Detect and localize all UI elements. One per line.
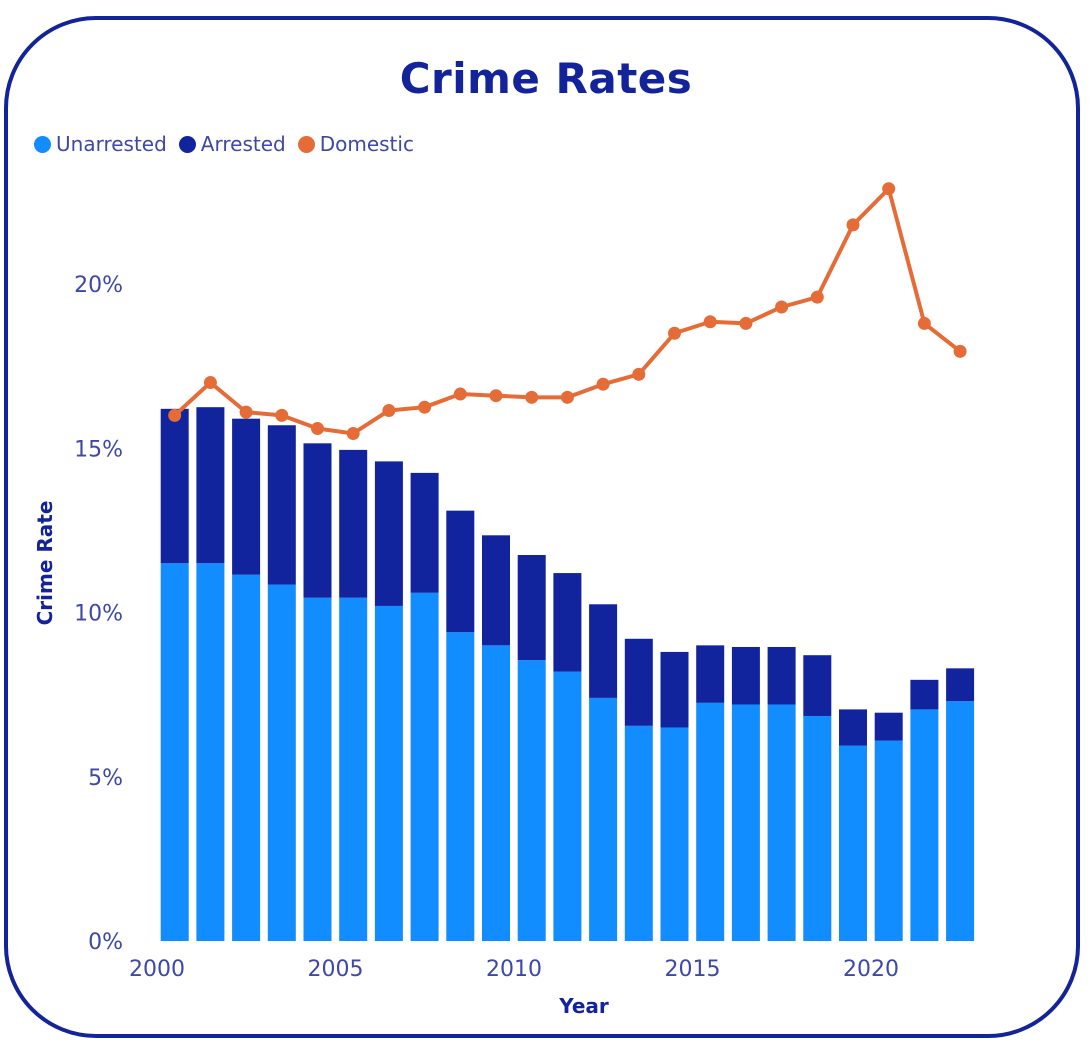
legend-label-arrested: Arrested: [200, 132, 286, 156]
legend-item-unarrested[interactable]: Unarrested: [34, 132, 167, 156]
bar-unarrested-2012[interactable]: [553, 671, 582, 941]
bar-arrested-2023[interactable]: [946, 668, 975, 702]
point-domestic-2010[interactable]: [489, 389, 503, 403]
bar-arrested-2006[interactable]: [339, 449, 368, 598]
bar-arrested-2009[interactable]: [446, 510, 475, 633]
legend: Unarrested Arrested Domestic: [34, 132, 426, 156]
point-domestic-2003[interactable]: [239, 405, 253, 419]
point-domestic-2002[interactable]: [203, 376, 217, 390]
bar-unarrested-2018[interactable]: [767, 704, 796, 941]
bar-arrested-2021[interactable]: [874, 712, 903, 741]
point-domestic-2019[interactable]: [810, 290, 824, 304]
bar-arrested-2022[interactable]: [910, 679, 939, 710]
y-tick-label: 15%: [74, 437, 123, 462]
bar-arrested-2015[interactable]: [660, 651, 689, 728]
chart-title: Crime Rates: [399, 54, 693, 103]
point-domestic-2001[interactable]: [168, 408, 182, 422]
point-domestic-2011[interactable]: [525, 390, 539, 404]
bar-unarrested-2021[interactable]: [874, 740, 903, 941]
point-domestic-2012[interactable]: [560, 390, 574, 404]
bar-unarrested-2008[interactable]: [410, 592, 439, 941]
bar-unarrested-2001[interactable]: [160, 563, 189, 941]
point-domestic-2023[interactable]: [953, 344, 967, 358]
point-domestic-2006[interactable]: [346, 426, 360, 440]
x-tick-label: 2005: [308, 957, 364, 982]
bar-arrested-2003[interactable]: [232, 418, 261, 575]
bar-unarrested-2011[interactable]: [517, 660, 546, 941]
x-tick-label: 2015: [665, 957, 721, 982]
bar-arrested-2001[interactable]: [160, 408, 189, 564]
bar-unarrested-2017[interactable]: [731, 704, 760, 941]
x-tick-label: 2020: [843, 957, 899, 982]
y-tick-label: 10%: [74, 602, 123, 627]
bar-unarrested-2004[interactable]: [267, 584, 296, 941]
x-tick-labels: 2000 2005 2010 2015 2020: [129, 957, 899, 982]
y-axis-title: Crime Rate: [33, 501, 57, 626]
legend-item-arrested[interactable]: Arrested: [178, 132, 286, 156]
point-domestic-2015[interactable]: [668, 326, 681, 340]
legend-item-domestic[interactable]: Domestic: [297, 132, 414, 156]
point-domestic-2021[interactable]: [882, 182, 896, 196]
bar-unarrested-2014[interactable]: [624, 725, 653, 941]
y-tick-label: 0%: [88, 930, 123, 955]
legend-label-domestic: Domestic: [319, 132, 414, 156]
bar-arrested-2002[interactable]: [196, 407, 225, 564]
point-domestic-2016[interactable]: [703, 315, 717, 329]
point-domestic-2018[interactable]: [775, 300, 789, 314]
bar-unarrested-2020[interactable]: [839, 745, 867, 941]
line-layer: [168, 182, 967, 440]
bar-arrested-2007[interactable]: [374, 461, 403, 606]
bar-arrested-2004[interactable]: [267, 425, 296, 585]
y-tick-label: 20%: [74, 273, 123, 298]
bar-unarrested-2006[interactable]: [339, 597, 368, 941]
legend-marker-arrested: [178, 135, 196, 153]
bar-arrested-2014[interactable]: [624, 638, 653, 726]
point-domestic-2004[interactable]: [275, 408, 289, 422]
bars-layer: [160, 407, 975, 941]
y-tick-label: 5%: [88, 766, 123, 791]
bar-unarrested-2005[interactable]: [303, 597, 332, 941]
point-domestic-2017[interactable]: [739, 316, 753, 330]
bar-arrested-2012[interactable]: [553, 573, 582, 672]
bar-unarrested-2010[interactable]: [482, 645, 510, 941]
point-domestic-2022[interactable]: [917, 316, 931, 330]
bar-unarrested-2013[interactable]: [589, 697, 618, 941]
bar-unarrested-2016[interactable]: [696, 702, 725, 941]
point-domestic-2008[interactable]: [418, 400, 432, 414]
y-tick-labels: 0% 5% 10% 15% 20%: [74, 273, 123, 955]
x-tick-label: 2000: [129, 957, 185, 982]
bar-arrested-2005[interactable]: [303, 443, 332, 598]
bar-arrested-2018[interactable]: [767, 646, 796, 705]
bar-unarrested-2022[interactable]: [910, 709, 939, 941]
point-domestic-2005[interactable]: [311, 422, 324, 436]
bar-unarrested-2009[interactable]: [446, 632, 475, 941]
bar-unarrested-2023[interactable]: [946, 701, 975, 941]
legend-marker-unarrested: [34, 135, 51, 153]
bar-unarrested-2002[interactable]: [196, 563, 225, 941]
point-domestic-2013[interactable]: [596, 377, 610, 391]
point-domestic-2020[interactable]: [846, 218, 860, 232]
bar-arrested-2020[interactable]: [839, 709, 867, 746]
bar-arrested-2010[interactable]: [482, 535, 510, 646]
legend-marker-domestic: [297, 135, 315, 153]
bar-unarrested-2015[interactable]: [660, 727, 689, 941]
bar-arrested-2008[interactable]: [410, 472, 439, 593]
bar-arrested-2016[interactable]: [696, 645, 725, 703]
point-domestic-2014[interactable]: [632, 367, 646, 381]
legend-label-unarrested: Unarrested: [56, 132, 167, 156]
bar-unarrested-2007[interactable]: [374, 605, 403, 941]
bar-arrested-2011[interactable]: [517, 555, 546, 661]
bar-unarrested-2019[interactable]: [803, 715, 832, 941]
bar-arrested-2019[interactable]: [803, 655, 832, 716]
bar-unarrested-2003[interactable]: [232, 574, 261, 941]
bar-arrested-2017[interactable]: [731, 646, 760, 705]
bar-arrested-2013[interactable]: [589, 604, 618, 698]
x-axis-title: Year: [558, 994, 609, 1018]
x-tick-label: 2010: [486, 957, 542, 982]
point-domestic-2009[interactable]: [453, 387, 467, 401]
point-domestic-2007[interactable]: [382, 403, 396, 417]
